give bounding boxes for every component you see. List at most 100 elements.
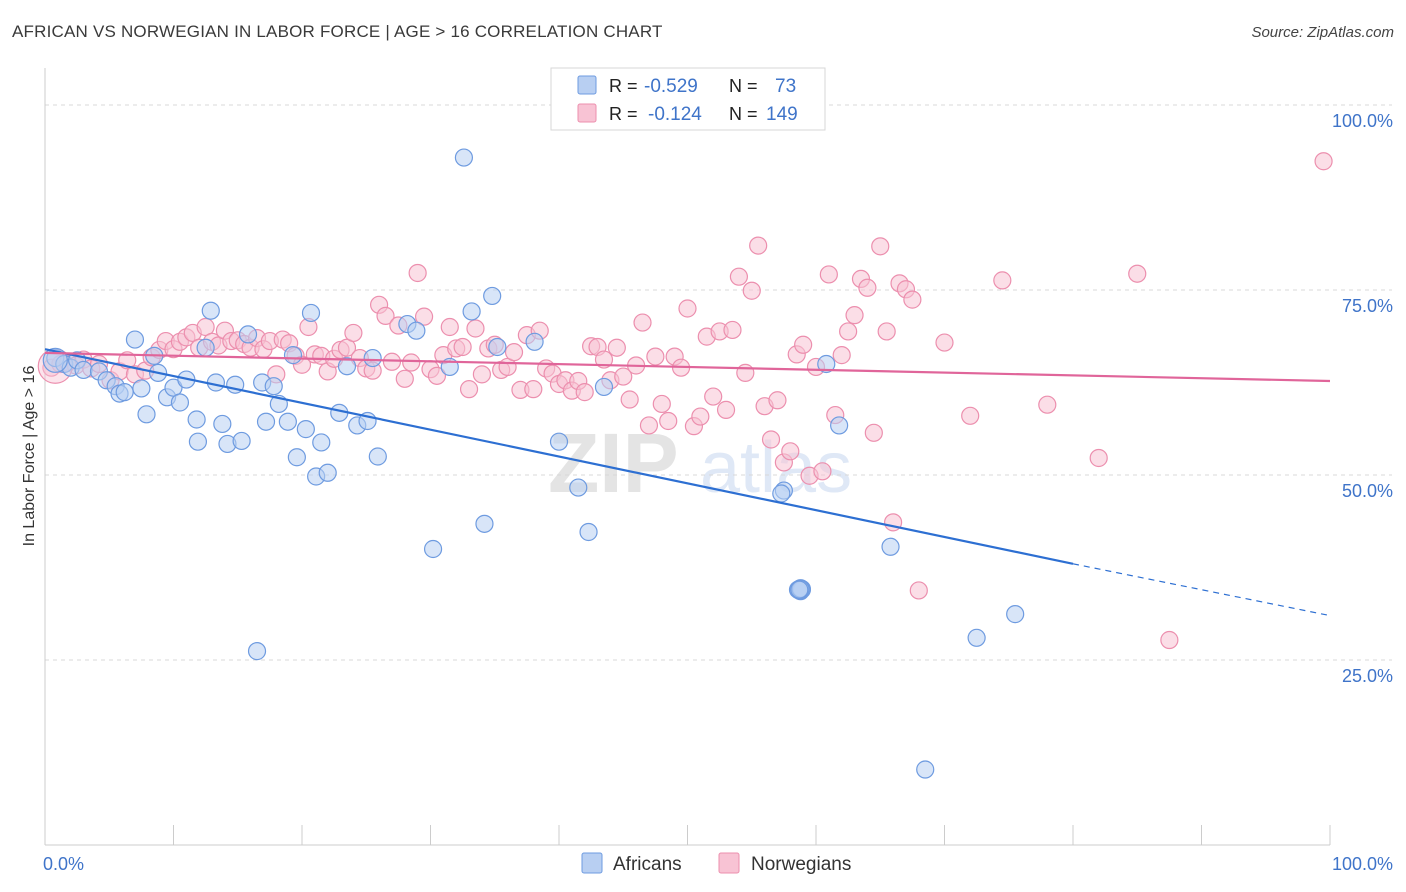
norwegian-point (813, 462, 832, 481)
africans-n-value: 73 (775, 76, 796, 97)
x-tick-label-max: 100.0% (1332, 854, 1393, 874)
norwegian-point (344, 323, 363, 343)
legend-norwegians-swatch (718, 852, 740, 874)
norwegian-point (716, 400, 736, 419)
africans-trend-line (44, 348, 1074, 565)
norwegian-point (620, 390, 639, 409)
african-point (462, 302, 481, 321)
trend-lines (44, 348, 1331, 617)
y-tick-labels: 25.0% 50.0% 75.0% 100.0% (1332, 111, 1393, 686)
norwegian-point (1089, 448, 1108, 468)
african-point (247, 642, 267, 661)
axes (44, 68, 1331, 846)
norwegian-point (594, 350, 614, 369)
norwegian-point (575, 383, 594, 402)
norwegian-point (459, 380, 479, 399)
africans-n-label: N = (729, 76, 758, 96)
africans-trend-extension (1072, 563, 1331, 617)
african-point (232, 431, 251, 451)
africans-r-value: -0.529 (644, 76, 698, 97)
norwegian-point (794, 335, 813, 354)
norwegian-point (633, 313, 652, 332)
african-point (423, 539, 443, 559)
african-point (830, 416, 849, 435)
african-point (475, 514, 494, 533)
norwegian-point (453, 337, 472, 357)
african-point (318, 463, 337, 482)
african-point (967, 628, 986, 647)
african-point (817, 354, 836, 374)
norwegian-point (472, 365, 491, 384)
africans-r-label: R = (609, 76, 638, 96)
norwegian-point (704, 387, 723, 406)
african-point (115, 383, 134, 402)
african-point (488, 337, 507, 357)
watermark-zip: ZIP (548, 416, 679, 510)
norwegian-point (395, 369, 414, 388)
legend-africans-swatch (581, 852, 603, 874)
legend-africans-label: Africans (613, 854, 682, 875)
norwegian-point (781, 442, 800, 461)
norwegian-point (659, 411, 678, 431)
norwegian-point (382, 352, 402, 371)
african-point (368, 447, 387, 466)
african-point (170, 393, 190, 412)
african-point (206, 373, 226, 392)
african-point (772, 484, 791, 503)
african-point (125, 330, 145, 349)
y-tick-label: 100.0% (1332, 111, 1393, 131)
african-point (1006, 605, 1025, 624)
african-point (525, 332, 544, 351)
norwegian-point (993, 271, 1012, 290)
norwegians-n-label: N = (729, 104, 758, 124)
norwegian-point (961, 406, 980, 425)
norwegian-point (614, 367, 633, 386)
norwegian-point (736, 363, 755, 382)
african-point (363, 348, 382, 368)
african-point (483, 286, 502, 306)
norwegian-point (723, 320, 742, 340)
norwegian-point (1314, 152, 1333, 171)
african-point (187, 410, 206, 429)
african-point (569, 478, 588, 497)
africans-stats-swatch (577, 75, 597, 95)
african-point (278, 412, 297, 431)
grid-lines (45, 104, 1392, 661)
norwegians-r-label: R = (609, 104, 638, 124)
norwegian-point (440, 317, 459, 337)
norwegian-point (646, 347, 665, 366)
source-label: Source: ZipAtlas.com (1251, 24, 1394, 41)
african-point (283, 346, 303, 365)
norwegian-point (1038, 395, 1057, 414)
norwegians-stats-swatch (577, 103, 597, 123)
african-point (312, 433, 331, 452)
norwegian-point (408, 263, 427, 283)
norwegian-point (768, 391, 787, 410)
norwegian-point (652, 394, 671, 414)
african-point (881, 537, 900, 556)
norwegian-point (678, 299, 697, 318)
norwegian-point (845, 306, 864, 325)
african-point (337, 357, 357, 376)
african-point (579, 522, 598, 542)
y-tick-label: 25.0% (1342, 666, 1393, 686)
african-point (287, 448, 306, 467)
norwegian-point (414, 307, 434, 326)
norwegian-point (871, 237, 890, 256)
norwegian-point (402, 353, 421, 372)
norwegian-point (877, 322, 896, 341)
norwegian-point (749, 236, 768, 255)
norwegian-point (427, 366, 447, 385)
african-point (188, 432, 208, 451)
african-point (201, 301, 220, 320)
norwegians-r-value: -0.124 (648, 104, 702, 125)
african-point (549, 432, 569, 451)
african-point (407, 321, 426, 340)
norwegian-point (607, 338, 626, 357)
african-point (213, 414, 232, 434)
norwegian-point (839, 322, 858, 341)
norwegian-point (832, 346, 851, 365)
norwegian-point (742, 281, 761, 300)
